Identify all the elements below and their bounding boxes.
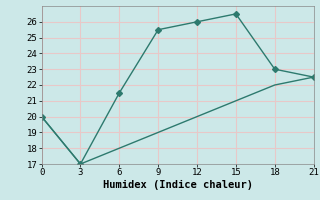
X-axis label: Humidex (Indice chaleur): Humidex (Indice chaleur) bbox=[103, 180, 252, 190]
